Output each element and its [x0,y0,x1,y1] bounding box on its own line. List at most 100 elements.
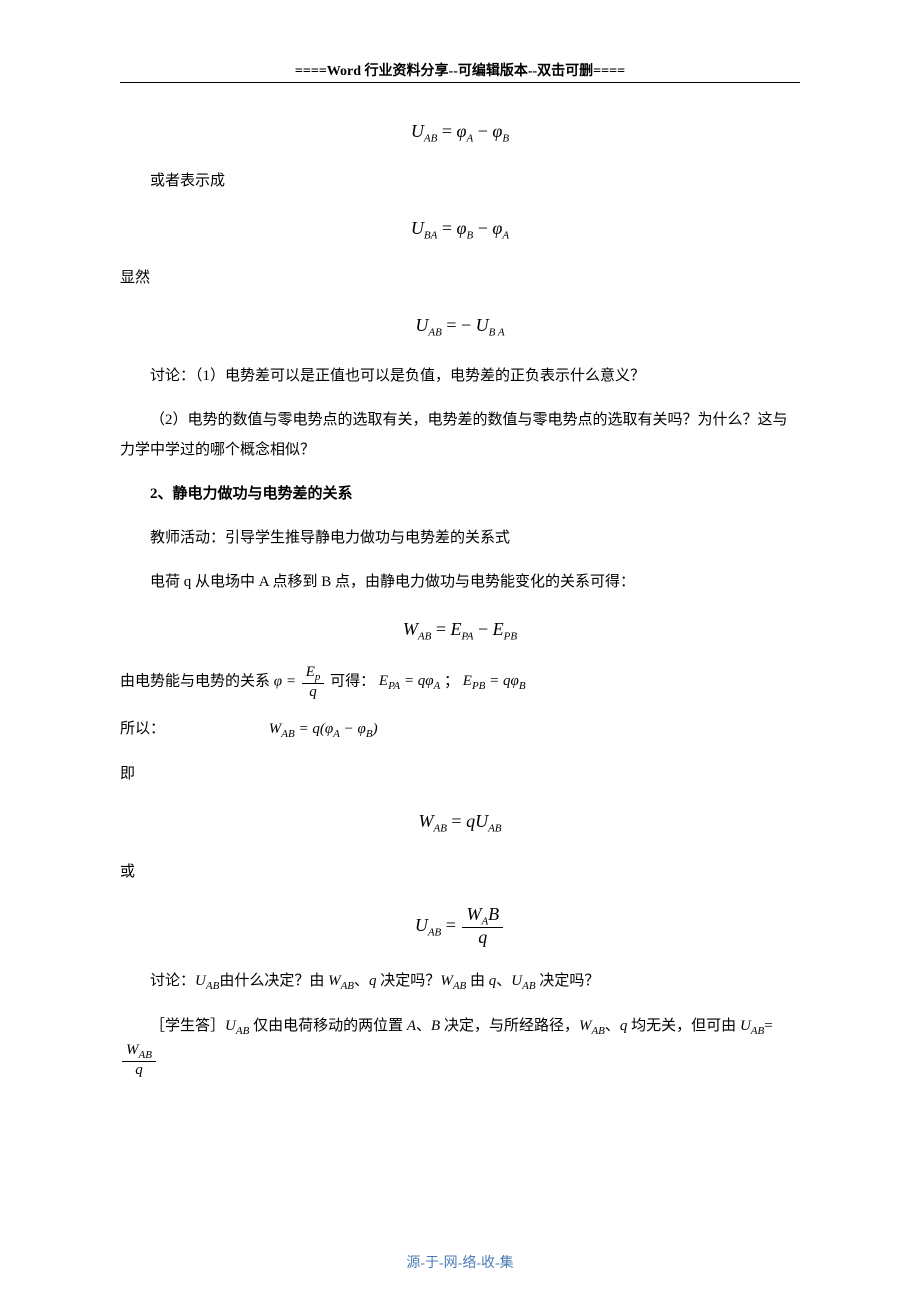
eq-sub: PB [504,630,517,642]
inline-wab: WAB [328,973,354,989]
text: 均无关，但可由 [627,1018,740,1034]
inline-phi-eq: φ = Ep q [274,664,327,701]
equation-uab: UAB = φA − φB [120,117,800,148]
inline-epa: EPA = qφA [379,666,440,697]
para-obviously: 显然 [120,263,800,293]
text-b: 可得： [330,673,375,689]
eq-symbol: W [466,904,481,924]
text: 由什么决定？由 [219,973,328,989]
eq-sub: B [466,230,473,242]
text: 讨论： [150,973,195,989]
text: 、 [605,1018,620,1034]
text: 决定吗？ [377,973,441,989]
eq-equals: = [451,811,466,831]
inline-uab-eq: UAB [740,1018,764,1034]
eq-symbol: φ [457,218,467,238]
eq-symbol: E [493,619,504,639]
eq-symbol: q [503,673,511,689]
eq-sub: B [519,680,526,692]
eq-sub: PA [461,630,473,642]
fraction: Ep q [300,664,327,701]
eq-equals: = [436,619,451,639]
section-title: 、静电力做功与电势差的关系 [158,486,353,502]
para-or: 或 [120,857,800,887]
inline-wab-qphi: WAB = q(φA − φB) [269,714,378,745]
inline-q: q [369,973,377,989]
eq-sub: A [502,230,509,242]
eq-sub: BA [424,230,437,242]
inline-epb: EPB = qφB [463,666,526,697]
eq-sub: AB [433,823,446,835]
inline-wab: WAB [579,1018,605,1034]
equation-wab-epa-epb: WAB = EPA − EPB [120,615,800,646]
eq-equals: = − [446,315,471,335]
equation-uab-wab-q: UAB = WAB q [120,905,800,948]
eq-symbol: φ [511,673,519,689]
eq-symbol: U [415,914,428,934]
eq-symbol: B [488,904,499,924]
eq-sub: PA [388,680,400,692]
eq-symbol: E [379,673,388,689]
eq-symbol: φ [425,673,433,689]
para-section-2: 2、静电力做功与电势差的关系 [120,479,800,509]
header-text: ====Word 行业资料分享--可编辑版本--双击可删==== [295,64,625,79]
inline-frac-end: WABq [120,1042,158,1079]
section-number: 2 [150,486,158,502]
eq-sub: B [502,133,509,145]
para-teacher-activity: 教师活动：引导学生推导静电力做功与电势差的关系式 [120,523,800,553]
eq-symbol: W [403,619,418,639]
inline-b: B [431,1018,440,1034]
equation-wab-quab: WAB = qUAB [120,807,800,838]
eq-equals: = [442,218,457,238]
para-charge-move: 电荷 q 从电场中 A 点移到 B 点，由静电力做功与电势能变化的关系可得： [120,567,800,597]
para-student-answer: ［学生答］UAB 仅由电荷移动的两位置 A、B 决定，与所经路径，WAB、q 均… [120,1011,800,1079]
text: 决定，与所经路径， [440,1018,579,1034]
inline-wab2: WAB [440,973,466,989]
eq-symbol: E [306,664,315,680]
eq-symbol: U [415,315,428,335]
semicolon: ； [444,673,459,689]
fraction: WAB q [460,905,505,948]
text: 、 [416,1018,431,1034]
text: 决定吗？ [536,973,600,989]
eq-symbol: q [312,721,320,737]
text: 、 [496,973,511,989]
eq-symbol: U [476,315,489,335]
eq-minus: − [478,619,493,639]
eq-sub: AB [428,327,441,339]
eq-symbol: q [462,928,503,948]
eq-symbol: q [466,811,475,831]
header-underline [120,82,800,83]
eq-sub: PB [472,680,485,692]
text: 、 [354,973,369,989]
eq-symbol: E [450,619,461,639]
eq-sub: A [333,728,340,740]
para-ie: 即 [120,759,800,789]
inline-uab: UAB [225,1018,249,1034]
page-footer: 源-于-网-络-收-集 [0,1252,920,1272]
eq-symbol: E [463,673,472,689]
equation-uab-neg-uba: UAB = − UB A [120,311,800,342]
eq-symbol: φ [325,721,333,737]
eq-symbol: φ [492,218,502,238]
eq-symbol: q [302,684,325,701]
page-header: ====Word 行业资料分享--可编辑版本--双击可删==== [120,60,800,89]
eq-symbol: U [411,218,424,238]
eq-sub: A [466,133,473,145]
para-discuss-1: 讨论：（1）电势差可以是正值也可以是负值，电势差的正负表示什么意义？ [120,361,800,391]
text: ［学生答］ [150,1018,225,1034]
eq-symbol: W [269,721,282,737]
eq-symbol: U [411,121,424,141]
eq-equals: = [446,914,461,934]
equation-uba: UBA = φB − φA [120,214,800,245]
inline-uab: UAB [195,973,219,989]
eq-sub: AB [281,728,294,740]
eq-sub: AB [428,926,441,938]
text: = [764,1018,772,1034]
eq-symbol: φ [358,721,366,737]
document-page: ====Word 行业资料分享--可编辑版本--双击可删==== UAB = φ… [0,0,920,1302]
text: 仅由电荷移动的两位置 [249,1018,407,1034]
eq-sub: p [315,671,321,683]
para-discuss-2: （2）电势的数值与零电势点的选取有关，电势差的数值与零电势点的选取有关吗？为什么… [120,405,800,465]
eq-symbol: φ [457,121,467,141]
